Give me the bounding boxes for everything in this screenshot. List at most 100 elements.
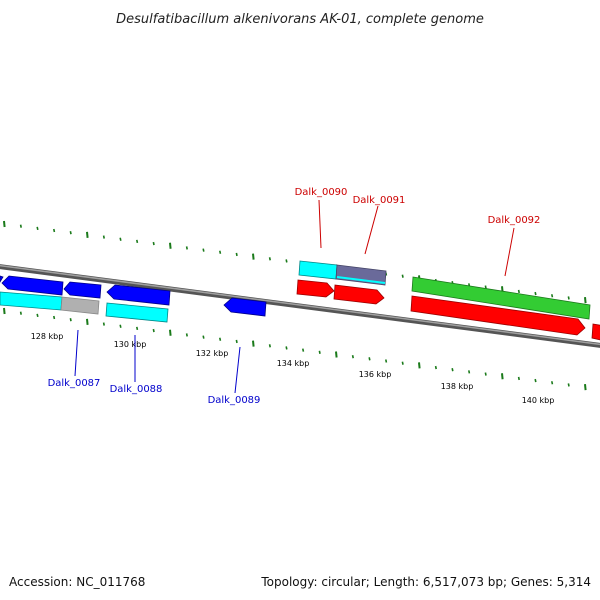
- cds-forward-track: [296, 279, 600, 341]
- gc-tick: [169, 242, 172, 249]
- forward-gene-arrow-icon: [296, 279, 335, 298]
- axis-label: 128 kbp: [31, 332, 64, 341]
- gc-tick: [53, 315, 56, 320]
- gc-tick: [219, 337, 222, 341]
- gc-tick: [19, 311, 22, 315]
- gc-tick: [385, 359, 388, 363]
- gc-tick: [53, 228, 56, 233]
- cds-reverse-track: [0, 275, 267, 317]
- reverse-gene-arrow-icon: [106, 284, 171, 306]
- gc-tick: [468, 370, 471, 374]
- gc-tick: [484, 372, 487, 376]
- gene-label-forward: Dalk_0091: [353, 195, 406, 206]
- gc-tick: [268, 344, 271, 348]
- gene-label-forward: Dalk_0092: [488, 215, 541, 226]
- gc-tick: [252, 253, 255, 260]
- forward-gene-arrow-icon: [333, 284, 385, 305]
- gc-tick: [136, 239, 139, 244]
- gc-tick: [534, 378, 537, 383]
- gc-tick: [567, 296, 570, 300]
- genome-backbone: [0, 264, 600, 348]
- gc-tick: [36, 226, 39, 231]
- gc-tick: [285, 346, 288, 350]
- gc-tick: [202, 248, 205, 252]
- gc-tick: [268, 257, 271, 261]
- gc-tick: [69, 318, 72, 322]
- axis-label: 138 kbp: [441, 382, 474, 391]
- axis-label: 136 kbp: [359, 370, 392, 379]
- gc-tick: [401, 274, 404, 278]
- gc-tick: [119, 324, 122, 328]
- cog-feature-cyan-3: [298, 260, 338, 280]
- reverse-gene-arrow-icon: [0, 275, 4, 283]
- cog-feature-gray-1: [60, 296, 100, 315]
- accession-label: Accession: NC_011768: [9, 575, 145, 589]
- reverse-gene-arrow-icon: [223, 297, 267, 317]
- gc-tick: [484, 285, 487, 289]
- axis-label: 134 kbp: [277, 359, 310, 368]
- gc-tick: [136, 326, 139, 331]
- gc-tick: [501, 373, 504, 380]
- reverse-gene-arrow-icon: [63, 281, 102, 299]
- axis-label: 132 kbp: [196, 349, 229, 358]
- gc-tick: [368, 357, 371, 361]
- axis-labels: 128 kbp 130 kbp 132 kbp 134 kbp 136 kbp …: [31, 332, 555, 405]
- forward-gene-arrow-icon: [591, 323, 600, 341]
- gc-skew-ticks-lower: [3, 307, 587, 391]
- gc-tick: [235, 339, 238, 344]
- gc-tick: [451, 368, 454, 372]
- gc-tick: [318, 350, 321, 354]
- gc-tick: [19, 224, 22, 228]
- gc-tick: [3, 307, 6, 315]
- axis-label: 140 kbp: [522, 396, 555, 405]
- gc-tick: [434, 365, 437, 370]
- gc-tick: [152, 241, 155, 246]
- leader-line: [74, 329, 79, 377]
- leader-line: [364, 205, 379, 255]
- gc-tick: [3, 220, 6, 228]
- gc-tick: [152, 328, 155, 333]
- reverse-gene-arrow-icon: [1, 275, 64, 296]
- gc-tick: [252, 340, 255, 347]
- gc-tick: [102, 322, 105, 326]
- cog-feature-green-1: [411, 276, 591, 320]
- cog-feature-cyan-stripe: [336, 276, 386, 284]
- gene-labels: Dalk_0087 Dalk_0088 Dalk_0089 Dalk_0090 …: [48, 187, 541, 406]
- gc-tick: [235, 252, 238, 257]
- gc-tick: [551, 381, 554, 385]
- gc-tick: [86, 231, 89, 238]
- gene-label-forward: Dalk_0090: [295, 187, 348, 198]
- gc-tick: [102, 235, 105, 239]
- gc-tick: [36, 313, 39, 318]
- gc-tick: [517, 376, 520, 381]
- forward-gene-arrow-icon: [410, 295, 586, 336]
- gc-tick: [185, 333, 188, 337]
- gc-tick: [517, 289, 520, 294]
- gc-tick: [285, 259, 288, 263]
- cog-track: [0, 260, 591, 323]
- gc-tick: [351, 355, 354, 359]
- cog-feature-cyan-2: [105, 302, 169, 323]
- map-title: Desulfatibacillum alkenivorans AK-01, co…: [116, 12, 484, 27]
- leader-line: [504, 227, 515, 277]
- gc-tick: [401, 361, 404, 365]
- gc-tick: [119, 237, 122, 241]
- leader-line: [234, 346, 241, 394]
- leader-line: [318, 199, 322, 249]
- gc-tick: [584, 384, 587, 391]
- gc-tick: [185, 246, 188, 250]
- gene-label-reverse: Dalk_0088: [110, 384, 163, 395]
- gene-label-leaders: [74, 199, 515, 394]
- gc-tick: [335, 351, 338, 358]
- gc-tick: [534, 291, 537, 296]
- cog-feature-cyan-1: [0, 291, 63, 311]
- genome-backbone-highlight: [0, 264, 600, 346]
- gc-tick: [169, 329, 172, 336]
- axis-label: 130 kbp: [114, 340, 147, 349]
- gc-tick: [418, 362, 421, 369]
- gene-label-reverse: Dalk_0087: [48, 378, 101, 389]
- gc-tick: [69, 231, 72, 235]
- gc-tick: [584, 297, 587, 304]
